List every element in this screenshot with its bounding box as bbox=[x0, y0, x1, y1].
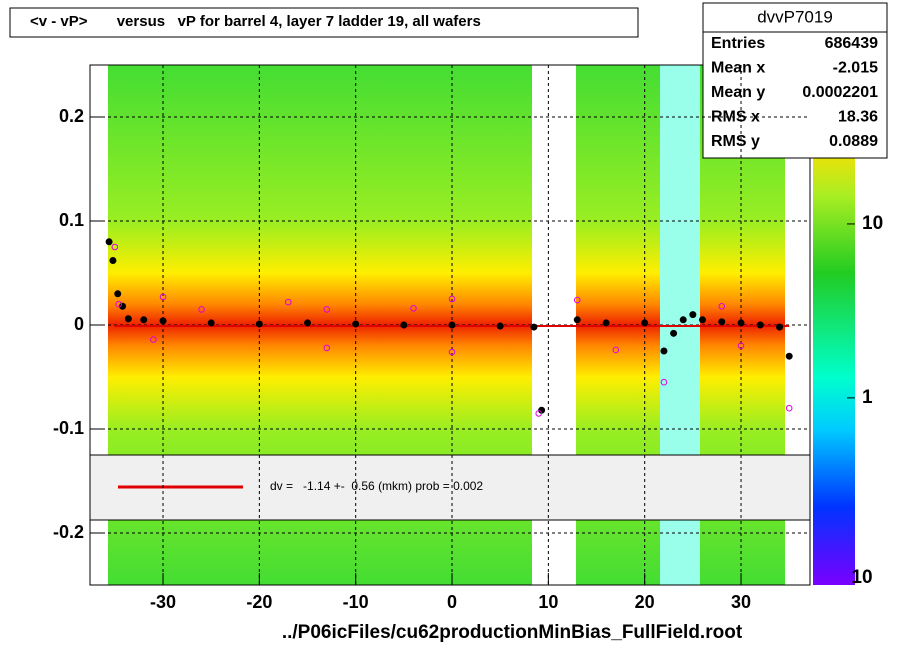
point bbox=[718, 318, 726, 326]
z-tick-label: 1 bbox=[862, 387, 873, 408]
y-tick-label: 0.1 bbox=[59, 210, 84, 230]
point bbox=[776, 323, 784, 331]
point bbox=[448, 295, 456, 303]
point bbox=[150, 336, 157, 343]
point bbox=[535, 410, 543, 417]
point bbox=[198, 306, 205, 313]
point bbox=[323, 344, 331, 352]
stats-value: 0.0002201 bbox=[802, 84, 878, 101]
y-tick-label: 0 bbox=[74, 314, 84, 334]
point bbox=[737, 342, 745, 350]
point bbox=[679, 316, 687, 324]
point bbox=[124, 315, 132, 323]
point bbox=[698, 316, 706, 324]
point bbox=[159, 317, 167, 325]
point bbox=[304, 319, 312, 327]
point bbox=[400, 321, 408, 329]
point bbox=[115, 300, 123, 308]
x-tick-label: 10 bbox=[538, 592, 558, 612]
point bbox=[105, 238, 113, 246]
stats-title: dvvP7019 bbox=[757, 7, 833, 26]
point bbox=[785, 404, 793, 412]
point bbox=[140, 316, 148, 324]
title-box bbox=[9, 7, 639, 38]
stats-value: -2.015 bbox=[833, 60, 878, 77]
x-tick-label: 30 bbox=[731, 592, 751, 612]
point bbox=[114, 290, 122, 298]
point bbox=[573, 296, 581, 304]
x-tick-label: 0 bbox=[447, 592, 457, 612]
point bbox=[448, 348, 456, 356]
point bbox=[660, 378, 668, 386]
z-tick-label: 10 bbox=[862, 213, 883, 234]
point bbox=[284, 298, 292, 306]
point bbox=[448, 321, 456, 329]
point bbox=[718, 302, 726, 310]
point bbox=[352, 320, 360, 328]
point bbox=[410, 305, 417, 312]
point bbox=[689, 311, 697, 319]
stats-value: 0.0889 bbox=[829, 133, 878, 150]
point bbox=[323, 306, 331, 313]
palette-bottom-label: 10 bbox=[851, 567, 872, 588]
y-tick-label: -0.2 bbox=[53, 522, 84, 542]
point bbox=[602, 319, 610, 327]
point bbox=[756, 321, 764, 329]
y-tick-label: 0.2 bbox=[59, 106, 84, 126]
point bbox=[111, 243, 119, 251]
stats-value: 686439 bbox=[825, 35, 878, 52]
stats-value: 18.36 bbox=[838, 109, 878, 126]
point bbox=[670, 329, 678, 337]
point bbox=[785, 352, 793, 360]
x-axis-label: ../P06icFiles/cu62productionMinBias_Full… bbox=[282, 622, 743, 643]
x-tick-label: -30 bbox=[150, 592, 176, 612]
y-tick-label: -0.1 bbox=[53, 418, 84, 438]
stats-label: Mean x bbox=[711, 60, 765, 77]
x-tick-label: -20 bbox=[246, 592, 272, 612]
stats-label: Entries bbox=[711, 35, 765, 52]
stats-label: RMS x bbox=[711, 109, 760, 126]
stats-label: RMS y bbox=[711, 133, 760, 150]
x-tick-label: 20 bbox=[635, 592, 655, 612]
point bbox=[496, 322, 504, 330]
point bbox=[573, 316, 581, 324]
stats-label: Mean y bbox=[711, 84, 765, 101]
point bbox=[660, 347, 668, 355]
point bbox=[255, 320, 263, 328]
point bbox=[109, 257, 117, 265]
point bbox=[159, 293, 167, 301]
point bbox=[612, 346, 620, 354]
chart-title: <v - vP> versus vP for barrel 4, layer 7… bbox=[30, 13, 481, 30]
legend-text: dv = -1.14 +- 0.56 (mkm) prob = 0.002 bbox=[270, 479, 483, 493]
x-tick-label: -10 bbox=[343, 592, 369, 612]
point bbox=[641, 319, 649, 327]
point bbox=[737, 319, 745, 327]
stats-box bbox=[702, 2, 888, 159]
point bbox=[530, 323, 538, 331]
point bbox=[207, 319, 215, 327]
